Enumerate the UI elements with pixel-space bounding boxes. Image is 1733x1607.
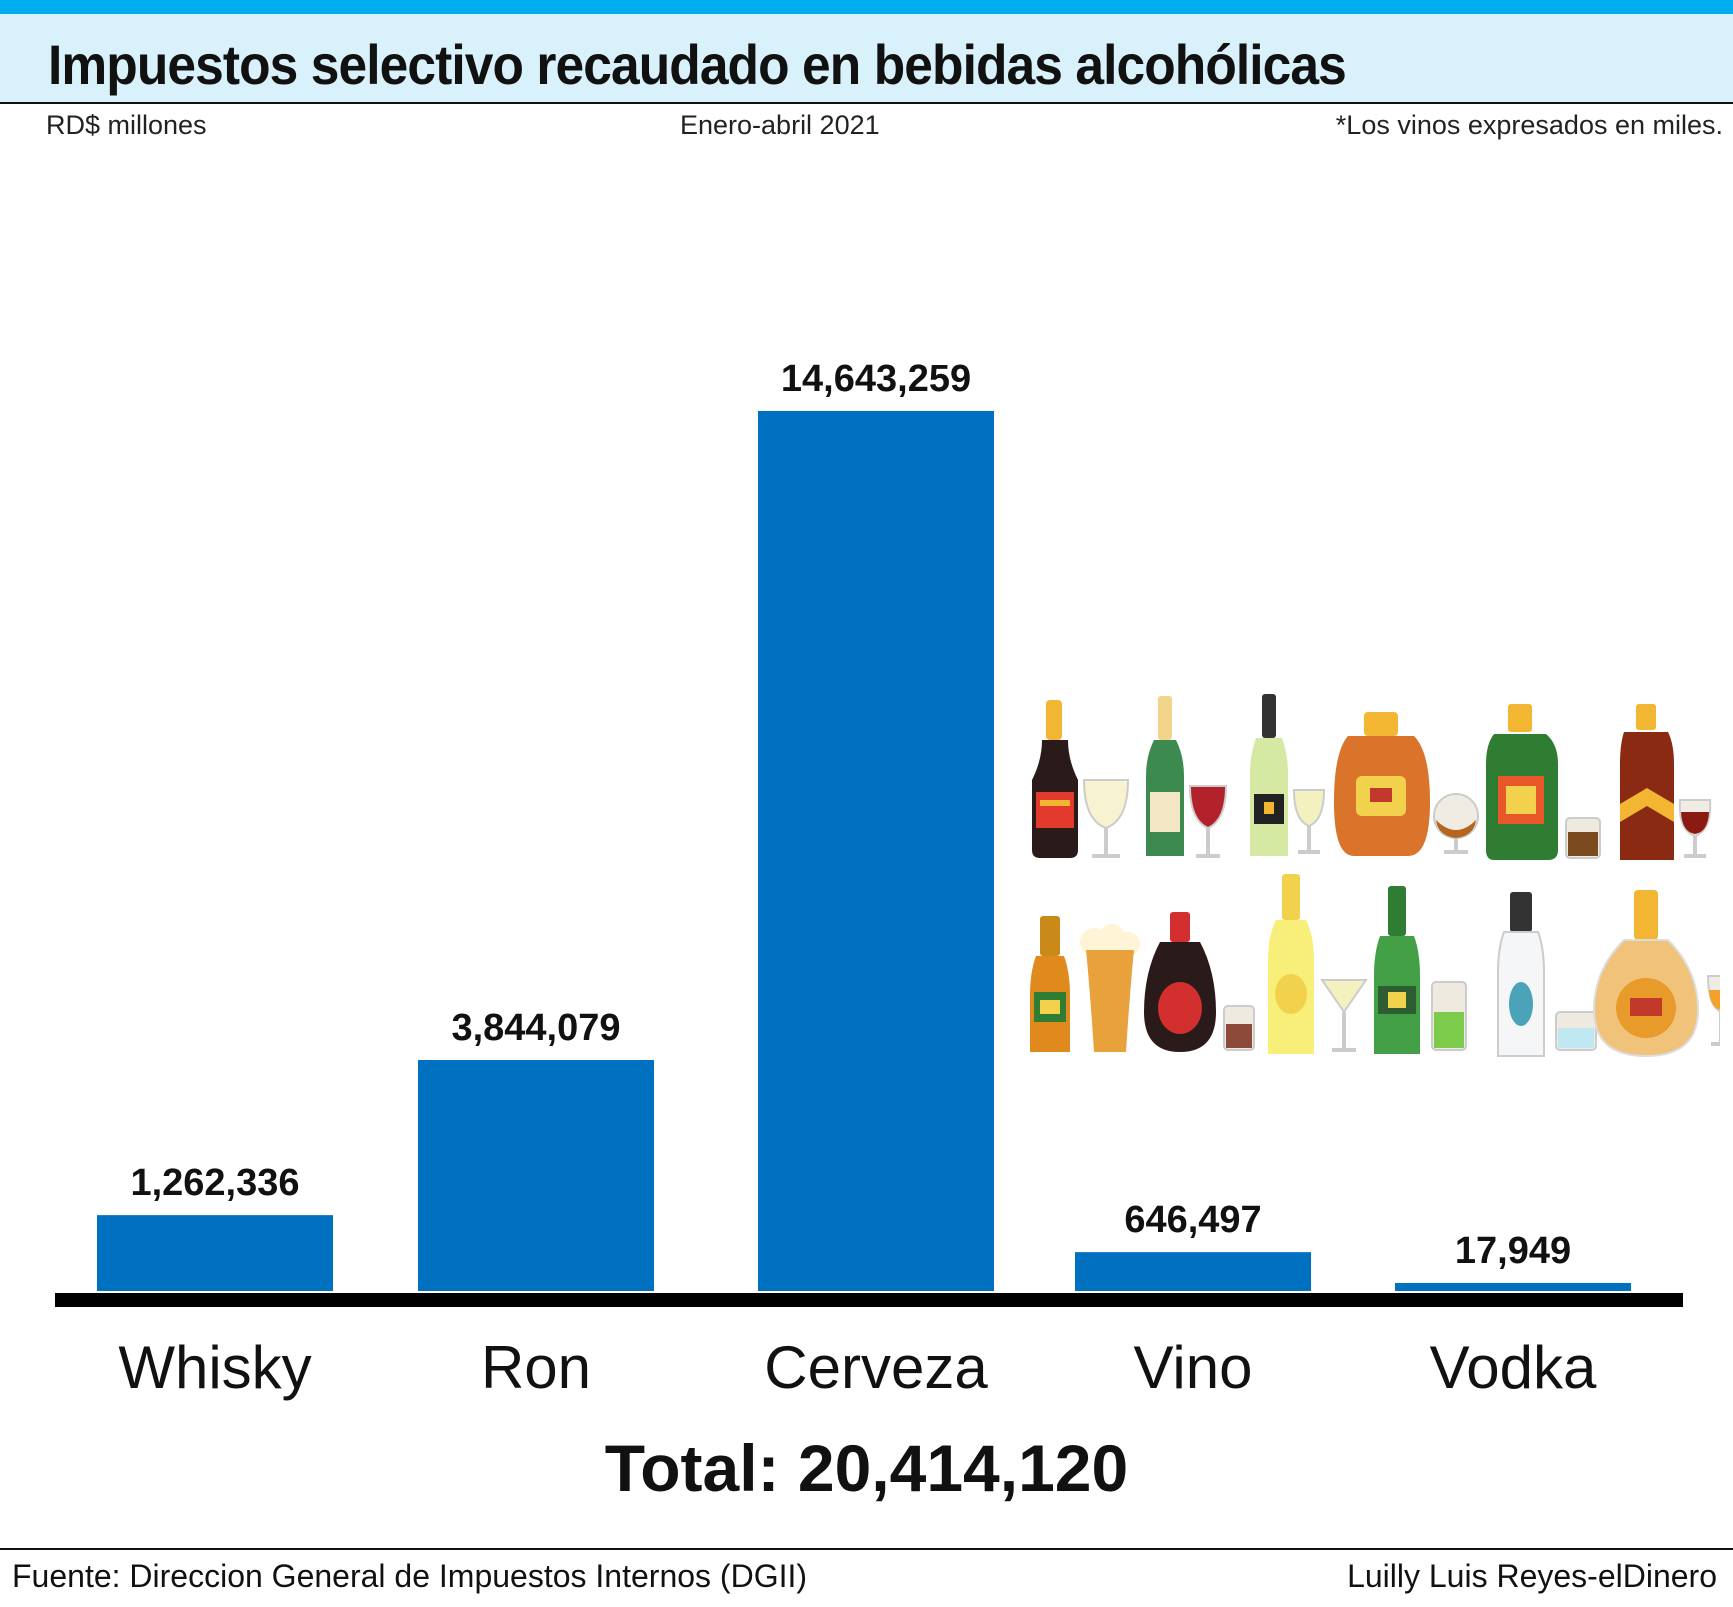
category-label-ron: Ron: [481, 1334, 591, 1401]
cognac-glass-icon: [1678, 799, 1712, 858]
liquor-bottle-icon: [1268, 874, 1314, 1054]
category-label-whisky: Whisky: [118, 1334, 311, 1401]
bar-vino: [1075, 1252, 1311, 1291]
credit-label: Luilly Luis Reyes-elDinero: [1347, 1558, 1717, 1594]
footnote-label: *Los vinos expresados en miles.: [1335, 110, 1723, 140]
value-label-vodka: 17,949: [1455, 1230, 1571, 1272]
value-label-ron: 3,844,079: [451, 1007, 620, 1049]
whisky-bottle-icon: [1486, 704, 1558, 860]
category-label-cerveza: Cerveza: [764, 1334, 988, 1401]
bars-group: 1,262,336 Whisky 3,844,079 Ron 14,643,259 Cer…: [97, 358, 1631, 1401]
wine-glass-icon: [1082, 779, 1130, 858]
title-band: Impuestos selectivo recaudado en bebidas…: [0, 14, 1733, 104]
value-label-whisky: 1,262,336: [130, 1162, 299, 1204]
top-accent-stripe: [0, 0, 1733, 14]
wine-glass-icon: [1188, 785, 1228, 858]
shot-glass-icon: [1223, 1005, 1255, 1051]
bar-ron: [418, 1059, 654, 1291]
liquor-bottle-icon: [1144, 912, 1216, 1052]
drinks-illustration: [1030, 694, 1720, 1058]
shot-glass-icon: [1565, 817, 1601, 859]
beer-bottle-icon: [1030, 916, 1070, 1052]
beer-glass-icon: [1080, 924, 1140, 1052]
cognac-glass-icon: [1433, 793, 1479, 854]
bar-chart: 1,262,336 Whisky 3,844,079 Ron 14,643,259 Cer…: [55, 358, 1683, 1401]
value-label-cerveza: 14,643,259: [781, 358, 971, 400]
shot-glass-icon: [1555, 1011, 1597, 1051]
cognac-bottle-icon: [1334, 712, 1430, 856]
source-label: Fuente: Direccion General de Impuestos I…: [12, 1558, 808, 1594]
liquor-bottle-icon: [1374, 886, 1420, 1054]
liquor-bottle-icon: [1250, 694, 1288, 856]
cognac-glass-icon: [1706, 975, 1720, 1046]
value-label-vino: 646,497: [1124, 1199, 1261, 1241]
bar-cerveza: [758, 411, 994, 1291]
wine-bottle-icon: [1146, 696, 1184, 856]
cognac-bottle-icon: [1592, 890, 1700, 1058]
wine-glass-icon: [1292, 789, 1326, 854]
vodka-bottle-icon: [1497, 892, 1545, 1057]
category-label-vodka: Vodka: [1430, 1334, 1597, 1401]
bar-vodka: [1395, 1283, 1631, 1291]
footer-rule: [0, 1548, 1733, 1550]
category-label-vino: Vino: [1133, 1334, 1252, 1401]
shot-glass-icon: [1431, 981, 1467, 1051]
bar-whisky: [97, 1215, 333, 1291]
whisky-bottle-icon: [1620, 704, 1674, 860]
period-label: Enero-abril 2021: [680, 110, 880, 140]
cocktail-glass-icon: [1320, 979, 1368, 1052]
chart-title: Impuestos selectivo recaudado en bebidas…: [48, 33, 1347, 96]
champagne-bottle-icon: [1032, 700, 1078, 858]
unit-label: RD$ millones: [46, 110, 207, 140]
total-label: Total: 20,414,120: [604, 1431, 1129, 1505]
